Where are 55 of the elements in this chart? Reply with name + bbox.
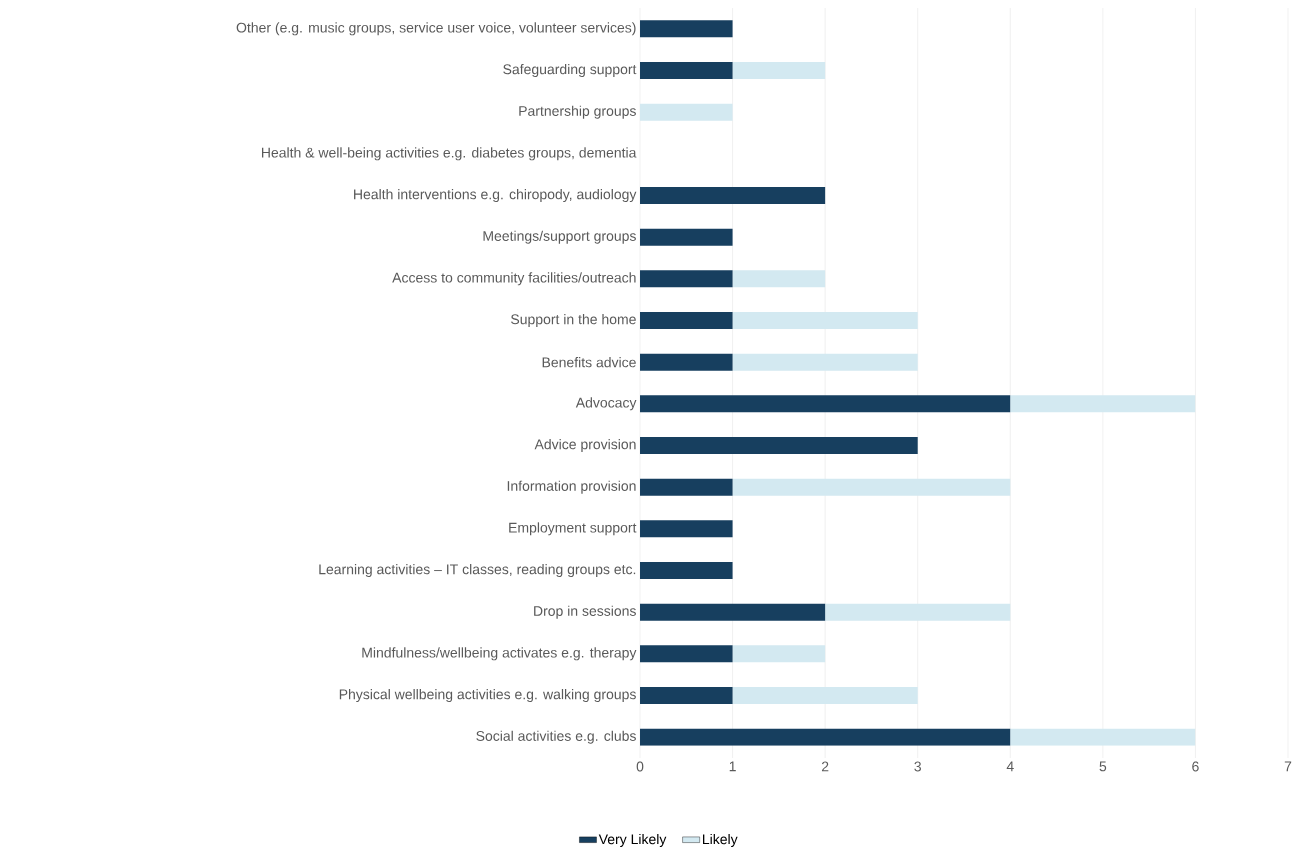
bar: [640, 520, 733, 538]
y-tick-label: Health interventions e.g. chiropody, audiology: [354, 188, 637, 203]
y-tick-label: Drop in sessions: [534, 605, 636, 619]
bar: [640, 62, 733, 80]
y-tick-label: Physical wellbeing activities e.g. walking groups: [339, 688, 636, 703]
bar: [640, 187, 826, 205]
y-tick-label: Access to community facilities/outreach: [392, 272, 636, 286]
bar: [640, 20, 733, 38]
y-tick-label: Support in the home: [511, 313, 636, 328]
bar: [640, 728, 1011, 746]
bar: [640, 103, 733, 121]
legend-label: Very Likely: [598, 833, 667, 847]
bar: [732, 478, 1011, 496]
y-tick-label: Information provision: [507, 480, 636, 494]
bar: [640, 270, 733, 288]
x-tick-label: 1: [729, 761, 736, 772]
y-tick-label: Advice provision: [534, 438, 636, 453]
bar: [640, 228, 733, 246]
bar: [732, 62, 826, 80]
legend-label: Likely: [703, 833, 738, 847]
x-tick-label: 7: [1284, 761, 1292, 772]
x-tick-label: 4: [1006, 761, 1014, 772]
y-tick-label: Social activities e.g. clubs: [476, 730, 636, 744]
bar: [732, 270, 826, 288]
y-tick-label: Meetings/support groups: [483, 230, 636, 244]
bar: [640, 312, 733, 330]
y-tick-label: Health & well-being activities e.g. diabetes groups, dementia: [261, 147, 637, 161]
x-tick-label: 5: [1099, 761, 1107, 772]
y-tick-label: Safeguarding support: [503, 63, 637, 78]
bar: [640, 395, 1011, 413]
x-tick-label: 3: [914, 761, 921, 772]
y-tick-label: Advocacy: [575, 397, 637, 411]
bar: [732, 353, 918, 371]
bar: [640, 562, 733, 580]
x-tick-label: 0: [636, 761, 644, 772]
y-tick-label: Other (e.g. music groups, service user voice, volunteer services): [236, 22, 636, 36]
bar: [732, 312, 918, 330]
bar: [732, 687, 918, 705]
bar: [825, 603, 1011, 621]
y-tick-label: Learning activities – IT classes, reading groups etc.: [319, 563, 636, 578]
bar: [640, 603, 826, 621]
bar: [640, 687, 733, 705]
bar: [640, 353, 733, 371]
bar: [732, 645, 826, 663]
bar: [1010, 728, 1196, 746]
bar: [640, 645, 733, 663]
y-tick-label: Mindfulness/wellbeing activates e.g. therapy: [362, 647, 637, 661]
x-tick-label: 6: [1192, 761, 1199, 772]
y-tick-label: Benefits advice: [542, 357, 636, 368]
bar: [640, 437, 918, 455]
y-tick-label: Partnership groups: [519, 105, 636, 119]
x-tick-label: 2: [821, 761, 829, 772]
bar: [1010, 395, 1196, 413]
y-tick-label: Employment support: [509, 522, 637, 536]
bar: [640, 478, 733, 496]
